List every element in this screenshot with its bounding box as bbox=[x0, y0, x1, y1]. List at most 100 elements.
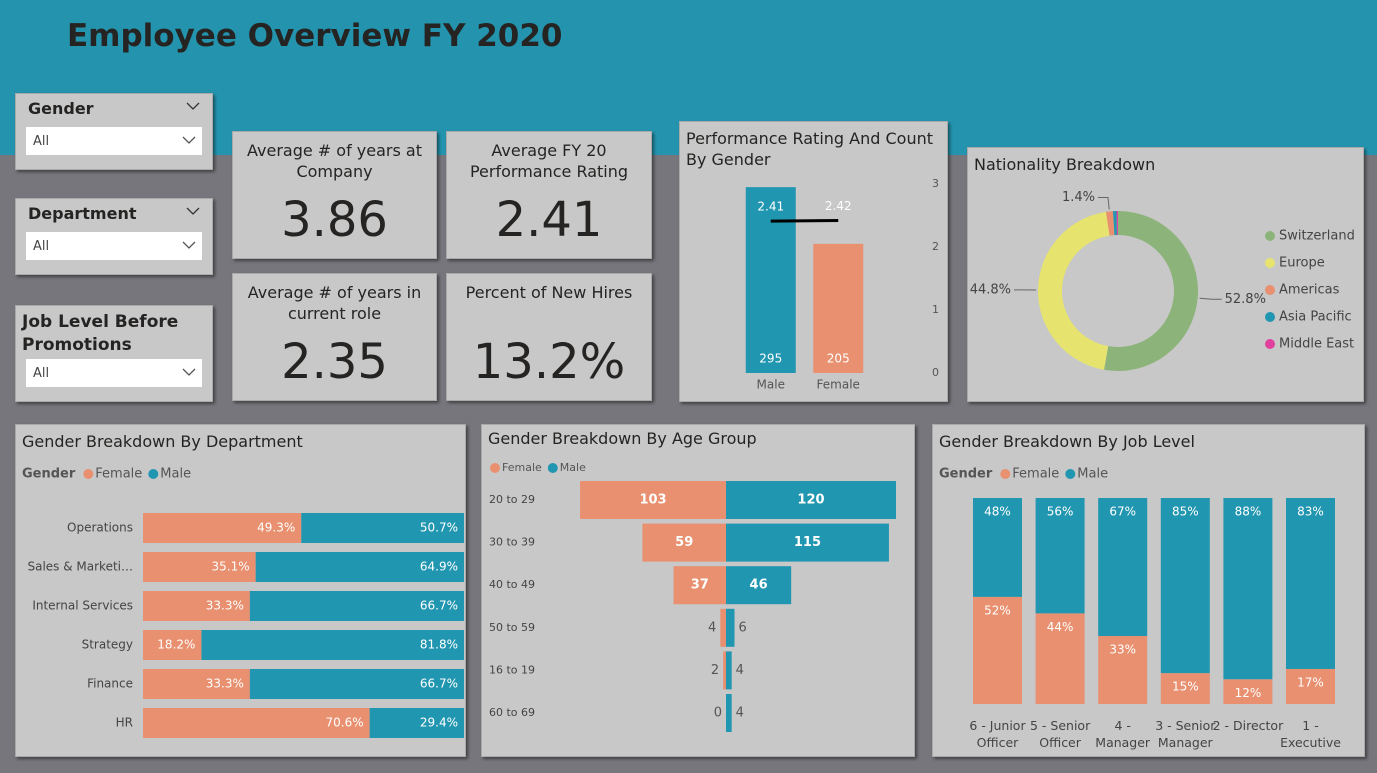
y-tick-label: Finance bbox=[87, 677, 133, 691]
donut-slice bbox=[1116, 211, 1118, 236]
donut-slice bbox=[1112, 211, 1117, 236]
slicer-label: Gender bbox=[28, 99, 94, 118]
bar bbox=[726, 651, 732, 690]
bar-value-label: 18.2% bbox=[157, 638, 195, 652]
bar-value-label: 44% bbox=[1047, 620, 1074, 634]
bar bbox=[726, 566, 792, 605]
kpi-label: Average FY 20 Performance Rating bbox=[469, 141, 629, 181]
y-tick-label: Operations bbox=[67, 521, 133, 535]
bar-value-label: 115 bbox=[794, 535, 821, 550]
legend-marker bbox=[1065, 469, 1076, 479]
bar-value-label: 205 bbox=[827, 352, 850, 366]
bar-value-label: 48% bbox=[984, 505, 1011, 519]
kpi-card: Average # of years at Company 3.86 bbox=[232, 131, 437, 259]
chart-panel: Gender Breakdown By Department Gender Fem… bbox=[15, 424, 466, 757]
dropdown[interactable]: All bbox=[26, 127, 202, 155]
leader-line bbox=[1097, 197, 1110, 210]
chart-title: Nationality Breakdown bbox=[974, 155, 1156, 174]
dropdown[interactable]: All bbox=[26, 359, 202, 387]
bar-value-label: 46 bbox=[750, 578, 768, 593]
dropdown-value: All bbox=[33, 134, 50, 149]
slicer[interactable]: Department All bbox=[15, 198, 213, 275]
chart-title: Gender Breakdown By Job Level bbox=[939, 432, 1195, 451]
chart-panel: Performance Rating And Count By Gender 0… bbox=[679, 121, 948, 402]
donut-slice bbox=[1038, 211, 1110, 370]
legend-label: Europe bbox=[1279, 256, 1325, 271]
bar-value-label: 56% bbox=[1047, 505, 1074, 519]
bar-value-label: 67% bbox=[1109, 505, 1136, 519]
bar-segment bbox=[201, 630, 464, 660]
bar-value-label: 37 bbox=[691, 578, 709, 593]
bar-segment bbox=[143, 630, 202, 660]
legend-marker bbox=[1265, 339, 1275, 349]
kpi-card: Average # of years in current role 2.35 bbox=[232, 273, 437, 401]
x-tick-label: 1 - Executive bbox=[1280, 718, 1341, 750]
x-tick-label: 2 - Director bbox=[1212, 718, 1284, 733]
bar-segment bbox=[249, 669, 464, 699]
legend-title: Gender bbox=[22, 467, 76, 482]
x-tick-label: 4 - Manager bbox=[1095, 718, 1151, 750]
bar-value-label: 15% bbox=[1172, 680, 1199, 694]
bar-value-label: 12% bbox=[1235, 686, 1262, 700]
bar-value-label: 103 bbox=[639, 493, 666, 508]
bar-value-label: 35.1% bbox=[212, 560, 250, 574]
chart-title: Gender Breakdown By Department bbox=[22, 432, 303, 451]
line-value-label: 2.41 bbox=[757, 200, 784, 214]
bar-value-label: 4 bbox=[736, 706, 744, 721]
legend-label: Female bbox=[502, 461, 542, 474]
bar-value-label: 295 bbox=[759, 352, 782, 366]
bar-segment bbox=[143, 552, 256, 582]
slicer[interactable]: Job Level Before Promotions All bbox=[15, 305, 213, 402]
kpi-value: 2.35 bbox=[281, 334, 388, 390]
donut-slice bbox=[1103, 211, 1198, 371]
y-tick-label: 30 to 39 bbox=[489, 536, 535, 549]
chart: Gender Female Male Operations 49.3% 50.7% Sale… bbox=[22, 467, 464, 738]
bar bbox=[673, 566, 726, 605]
donut-slice bbox=[1105, 211, 1115, 236]
bar-segment bbox=[369, 708, 464, 738]
bar-value-label: 66.7% bbox=[420, 677, 458, 691]
chevron bbox=[182, 368, 196, 376]
y-tick-label: 16 to 19 bbox=[489, 663, 535, 676]
y2-tick-label: 2 bbox=[932, 240, 939, 253]
chart: Female Male 20 to 29 103 120 30 to 39 59 115 40 … bbox=[489, 461, 896, 732]
bar-value-label: 83% bbox=[1297, 505, 1324, 519]
x-tick-label-box: 5 - Senior Officer bbox=[1030, 718, 1090, 750]
slicer[interactable]: Gender All bbox=[15, 93, 213, 170]
legend-marker bbox=[1265, 231, 1275, 241]
kpi-label: Average # of years at Company bbox=[247, 141, 422, 181]
bar-segment bbox=[1160, 498, 1210, 674]
legend-label: Asia Pacific bbox=[1279, 310, 1352, 325]
bar bbox=[726, 608, 735, 647]
line-value-label: 2.42 bbox=[825, 199, 852, 213]
bar-segment bbox=[973, 498, 1022, 597]
bar-value-label: 64.9% bbox=[420, 560, 458, 574]
bar-segment bbox=[1035, 498, 1085, 614]
legend-label: Female bbox=[1012, 467, 1059, 482]
slice-label: 52.8% bbox=[1225, 292, 1266, 307]
legend-marker bbox=[83, 469, 94, 479]
y-tick-label: Sales & Marketi… bbox=[27, 560, 133, 574]
bar-segment bbox=[1035, 613, 1085, 704]
legend-marker bbox=[148, 469, 159, 479]
bar-segment bbox=[973, 596, 1022, 704]
legend-label: Middle East bbox=[1279, 337, 1354, 352]
kpi-value: 3.86 bbox=[281, 192, 388, 248]
y-tick-label: Strategy bbox=[82, 638, 133, 652]
bar-value-label: 49.3% bbox=[257, 521, 295, 535]
page-title: Employee Overview FY 2020 bbox=[67, 18, 563, 54]
bar-value-label: 88% bbox=[1235, 505, 1262, 519]
bar bbox=[726, 481, 896, 519]
legend-label: Female bbox=[95, 467, 142, 482]
legend-title: Gender bbox=[939, 467, 993, 482]
slicer-label: Job Level Before Promotions bbox=[22, 312, 179, 355]
dropdown[interactable]: All bbox=[26, 232, 202, 260]
bar-segment bbox=[1286, 498, 1335, 669]
legend-marker bbox=[1265, 312, 1275, 322]
bar-value-label: 33.3% bbox=[206, 599, 244, 613]
bar-segment bbox=[143, 708, 370, 738]
y-tick-label: 20 to 29 bbox=[489, 493, 535, 506]
legend-marker bbox=[1000, 469, 1011, 479]
chevron bbox=[182, 136, 196, 144]
